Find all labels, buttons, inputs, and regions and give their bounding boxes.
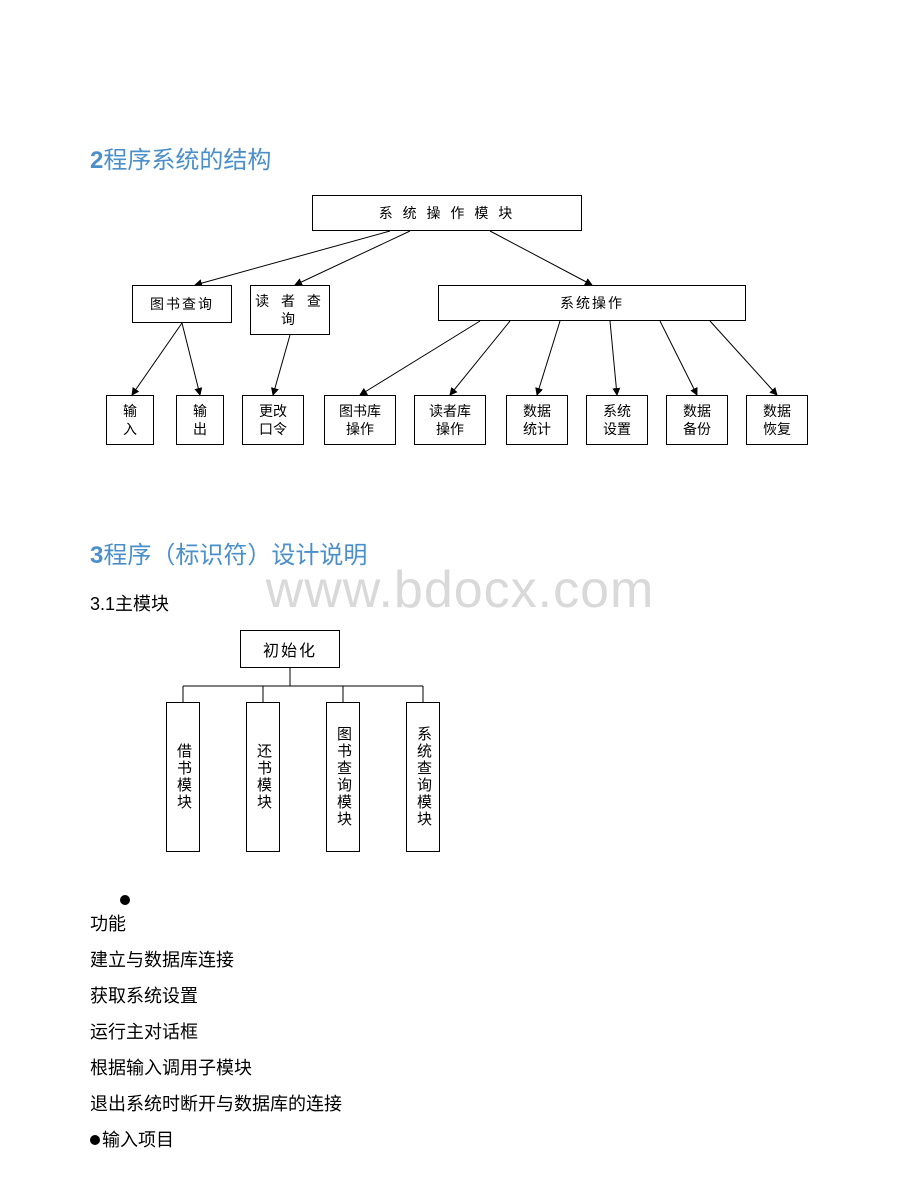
diagram1-leaf-node: 输出: [176, 395, 224, 445]
diagram1-leaf-node: 数据备份: [666, 395, 728, 445]
bullet-row-1: [90, 896, 830, 906]
input-item-label: 输入项目: [102, 1130, 174, 1150]
diagram2-root-node: 初始化: [240, 630, 340, 668]
body-text-line: 建立与数据库连接: [90, 942, 830, 978]
section-2-number: 2: [90, 147, 103, 174]
section-2-heading: 2程序系统的结构: [90, 140, 830, 175]
body-text-line: 退出系统时断开与数据库的连接: [90, 1086, 830, 1122]
diagram1-leaf-node: 数据恢复: [746, 395, 808, 445]
main-module-diagram: 初始化借书模块 还书模块 图书查询模块 系统查询模块: [120, 630, 460, 890]
section-3-heading: 3程序（标识符）设计说明: [90, 535, 830, 570]
body-text-line: 运行主对话框: [90, 1014, 830, 1050]
system-structure-diagram: 系 统 操 作 模 块图书查询读 者 查询 系统操作输入输出更改口令图书库操作读者…: [90, 195, 850, 475]
diagram1-leaf-node: 更改口令: [242, 395, 304, 445]
diagram2-leaf-node: 借书模块: [166, 702, 200, 852]
section-3-number: 3: [90, 542, 103, 569]
diagram1-mid-node: 图书查询: [132, 285, 232, 323]
section-3-body: 功能建立与数据库连接获取系统设置运行主对话框根据输入调用子模块退出系统时断开与数…: [90, 906, 830, 1122]
diagram2-leaf-node: 图书查询模块: [326, 702, 360, 852]
diagram1-mid-node: 读 者 查询: [250, 285, 330, 335]
diagram1-leaf-node: 图书库操作: [324, 395, 396, 445]
section-2-title-text: 程序系统的结构: [103, 147, 271, 174]
body-text-line: 获取系统设置: [90, 978, 830, 1014]
bullet-dot-icon: [90, 1135, 100, 1145]
bullet-line-2: 输入项目: [90, 1122, 830, 1158]
diagram1-leaf-node: 系统设置: [586, 395, 648, 445]
diagram1-mid-node: 系统操作: [438, 285, 746, 321]
diagram1-leaf-node: 输入: [106, 395, 154, 445]
diagram1-leaf-node: 数据统计: [506, 395, 568, 445]
diagram1-root-node: 系 统 操 作 模 块: [312, 195, 582, 231]
diagram2-leaf-node: 系统查询模块: [406, 702, 440, 852]
diagram1-leaf-node: 读者库操作: [414, 395, 486, 445]
section-3-title-text: 程序（标识符）设计说明: [103, 542, 367, 569]
bullet-dot-icon: [120, 895, 130, 905]
body-text-line: 功能: [90, 906, 830, 942]
body-text-line: 根据输入调用子模块: [90, 1050, 830, 1086]
subsection-3-1: 3.1主模块: [90, 590, 830, 616]
diagram2-leaf-node: 还书模块: [246, 702, 280, 852]
